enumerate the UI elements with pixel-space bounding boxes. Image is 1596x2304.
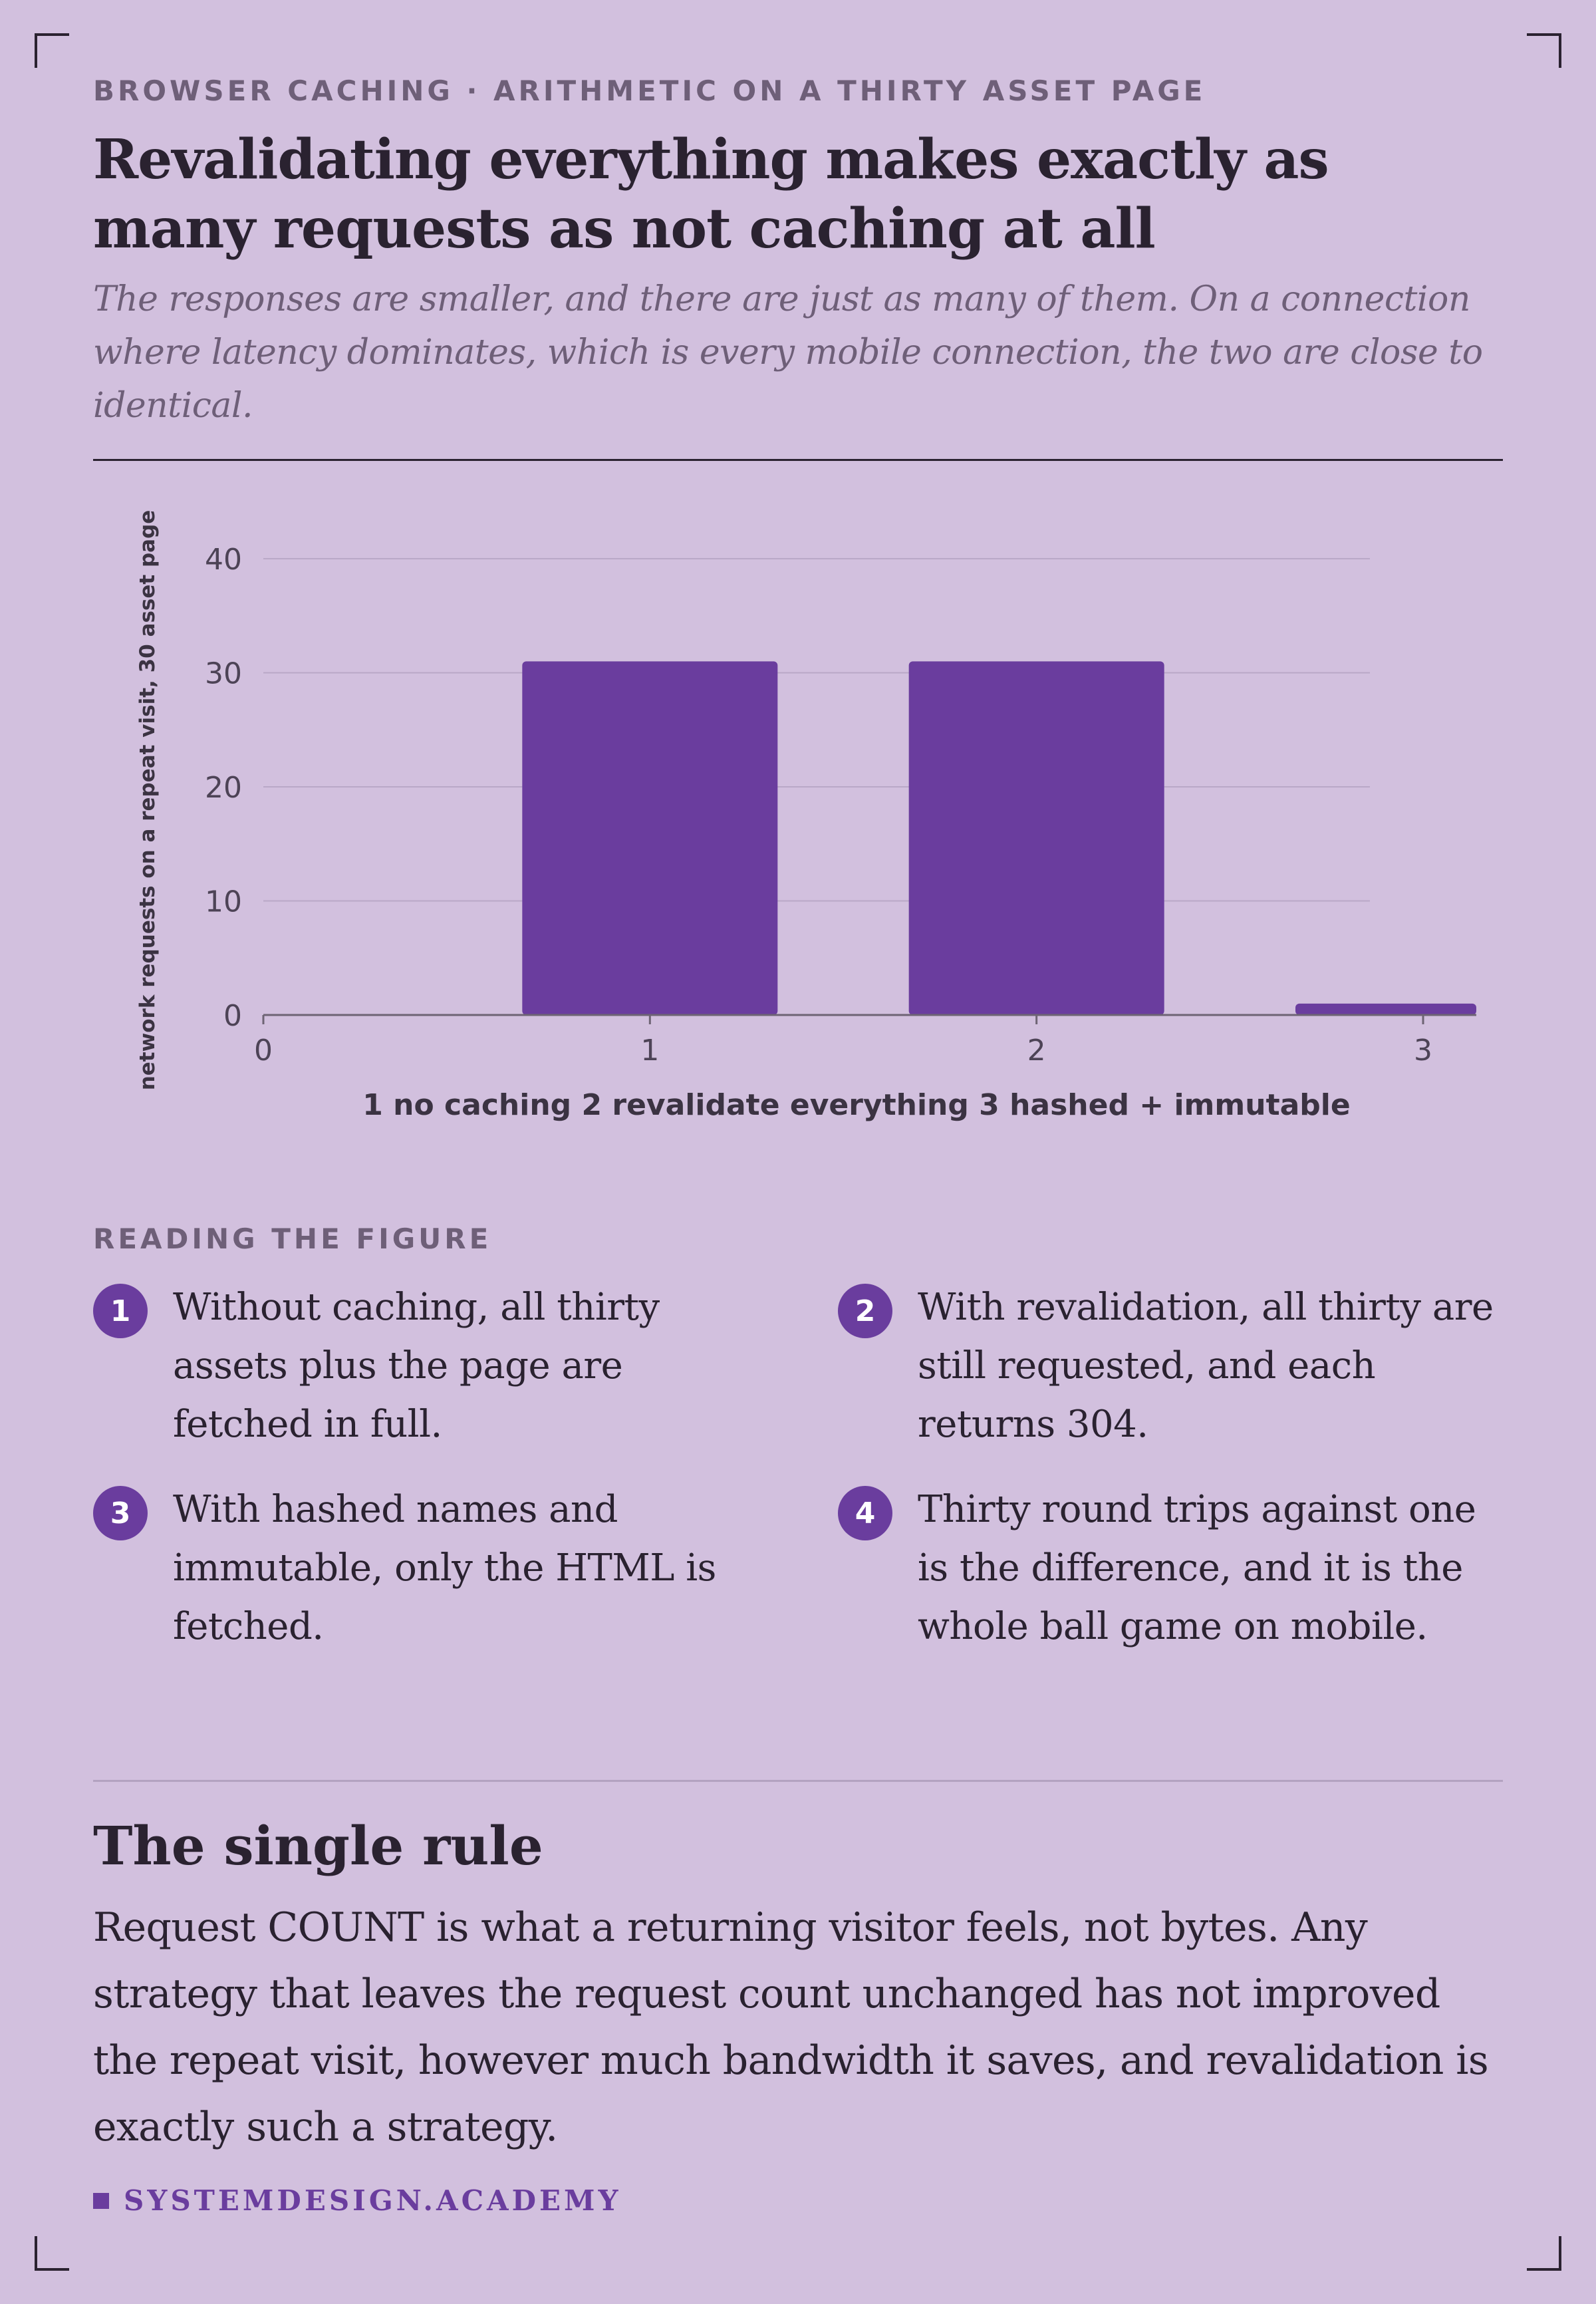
reading-label: READING THE FIGURE: [93, 1223, 492, 1255]
page-title: Revalidating everything makes exactly as…: [93, 128, 1329, 261]
y-tick-label: 30: [205, 657, 242, 691]
x-tick-label: 0: [254, 1034, 273, 1068]
note-number-badge: 1: [93, 1284, 148, 1338]
note-text: With hashed names and immutable, only th…: [173, 1488, 716, 1648]
brand: SYSTEMDESIGN.ACADEMY: [93, 2184, 622, 2217]
rule-body: Request COUNT is what a returning visito…: [93, 1904, 1489, 2150]
note-number-badge: 4: [838, 1486, 892, 1540]
note-text: Thirty round trips against one is the di…: [918, 1488, 1476, 1648]
brand-name: SYSTEMDESIGN.ACADEMY: [124, 2184, 622, 2217]
page-subtitle: The responses are smaller, and there are…: [93, 279, 1483, 426]
bar-chart: 0 10 20 30 40 0 1 2 3 1 no caching 2 revalidate e…: [136, 510, 1476, 1122]
corner-mark-bottom-right: [1527, 2236, 1561, 2271]
note-text: Without caching, all thirty assets plus …: [173, 1286, 660, 1446]
kicker: BROWSER CACHING · ARITHMETIC ON A THIRTY…: [93, 74, 1206, 107]
header-divider: [93, 459, 1503, 461]
note-text: With revalidation, all thirty are still …: [918, 1286, 1494, 1446]
bar: [908, 661, 1164, 1015]
y-axis-title: network requests on a repeat visit, 30 a…: [136, 510, 160, 1091]
x-tick-label: 3: [1414, 1034, 1432, 1068]
corner-mark-top-right: [1527, 33, 1561, 68]
section-divider: [93, 1780, 1503, 1782]
x-tick-label: 1: [640, 1034, 659, 1068]
y-tick-label: 10: [205, 885, 242, 919]
note-number-badge: 2: [838, 1284, 892, 1338]
corner-mark-bottom-left: [35, 2236, 69, 2271]
bar: [1295, 1003, 1476, 1015]
corner-mark-top-left: [35, 33, 69, 68]
x-axis-title: 1 no caching 2 revalidate everything 3 h…: [362, 1088, 1350, 1122]
chart: 0 10 20 30 40 0 1 2 3 1 no caching 2 revalidate e…: [93, 505, 1503, 1144]
rule-title: The single rule: [93, 1814, 543, 1877]
y-tick-label: 40: [205, 543, 242, 577]
x-tick-label: 2: [1027, 1034, 1046, 1068]
brand-square-icon: [93, 2192, 109, 2209]
y-tick-label: 0: [223, 999, 242, 1033]
bar: [522, 661, 778, 1015]
note-number-badge: 3: [93, 1486, 148, 1540]
y-tick-label: 20: [205, 771, 242, 805]
